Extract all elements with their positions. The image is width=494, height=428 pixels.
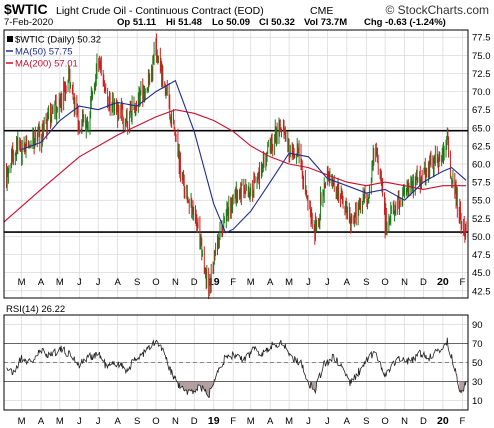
y-tick-label: 52.5 (472, 214, 491, 225)
x-tick-label: F (459, 277, 465, 288)
ma50-line (21, 79, 467, 234)
y-tick-label: 45.0 (472, 268, 491, 279)
rsi-title: RSI(14) 26.22 (6, 304, 65, 315)
x-tick-label: J (77, 277, 82, 288)
x-tick-label: M (247, 416, 255, 427)
date-label: 7-Feb-2020 (4, 17, 53, 28)
ohlc-low: Lo 50.09 (212, 17, 250, 28)
ohlc-change: Chg -0.63 (-1.24%) (364, 17, 446, 28)
x-tick-label: J (96, 277, 101, 288)
x-tick-label: J (325, 277, 330, 288)
x-tick-label: D (420, 277, 427, 288)
y-tick-label: 70 (472, 339, 483, 350)
y-tick-label: 42.5 (472, 286, 491, 297)
legend-price: $WTIC (Daily) 50.32 (15, 35, 101, 46)
y-tick-label: 30 (472, 377, 483, 388)
x-tick-label: A (38, 277, 45, 288)
x-tick-label: A (344, 277, 351, 288)
x-tick-label: 20 (437, 415, 449, 427)
legend-ma50: MA(50) 57.75 (15, 47, 73, 58)
legend-marker (7, 36, 13, 42)
x-tick-label: M (18, 416, 26, 427)
brand-logo: © StockCharts.com (385, 3, 489, 17)
y-tick-label: 75.0 (472, 51, 491, 62)
y-tick-label: 50 (472, 358, 483, 369)
x-tick-label: N (401, 277, 408, 288)
x-tick-label: J (77, 416, 82, 427)
price-frame (3, 29, 469, 299)
y-tick-label: 62.5 (472, 141, 491, 152)
x-tick-label: F (230, 277, 236, 288)
x-tick-label: O (152, 416, 159, 427)
x-tick-label: A (38, 416, 45, 427)
x-tick-label: 19 (208, 415, 220, 427)
ohlc-close: Cl 50.32 (259, 17, 295, 28)
x-tick-label: D (191, 416, 198, 427)
x-tick-label: S (134, 277, 140, 288)
x-tick-label: J (306, 416, 311, 427)
x-tick-label: A (267, 277, 274, 288)
ohlc-high: Hi 51.48 (166, 17, 202, 28)
x-tick-label: S (363, 277, 369, 288)
x-tick-label: N (172, 277, 179, 288)
y-tick-label: 55.0 (472, 196, 491, 207)
x-tick-label: N (401, 416, 408, 427)
x-tick-label: S (134, 416, 140, 427)
x-tick-label: A (344, 416, 351, 427)
x-tick-label: M (285, 416, 293, 427)
y-tick-label: 50.0 (472, 232, 491, 243)
y-tick-label: 57.5 (472, 178, 491, 189)
y-tick-label: 70.0 (472, 87, 491, 98)
x-tick-label: M (56, 277, 64, 288)
x-tick-label: O (381, 277, 388, 288)
x-tick-label: J (96, 416, 101, 427)
legend-ma200: MA(200) 57.01 (15, 59, 78, 70)
x-tick-label: 19 (208, 276, 220, 288)
x-tick-label: J (306, 277, 311, 288)
y-tick-label: 90 (472, 320, 483, 331)
x-tick-label: A (114, 416, 121, 427)
x-tick-label: M (285, 277, 293, 288)
rsi-frame (3, 314, 469, 411)
x-tick-label: J (325, 416, 330, 427)
rsi-line (6, 337, 467, 398)
y-tick-label: 65.0 (472, 123, 491, 134)
ohlc-volume: Vol 73.7M (304, 17, 347, 28)
ma200-line (3, 109, 467, 223)
chart-name: Light Crude Oil - Continuous Contract (E… (56, 5, 264, 17)
x-tick-label: O (152, 277, 159, 288)
y-tick-label: 60.0 (472, 160, 491, 171)
y-tick-label: 72.5 (472, 69, 491, 80)
x-tick-label: D (420, 416, 427, 427)
chart-symbol: $WTIC (4, 1, 48, 17)
ohlc-open: Op 51.11 (117, 17, 157, 28)
y-tick-label: 47.5 (472, 250, 491, 261)
y-tick-label: 77.5 (472, 33, 491, 44)
x-tick-label: N (172, 416, 179, 427)
chart-exchange: CME (310, 5, 333, 17)
x-tick-label: 20 (437, 276, 449, 288)
panels: 42.5 45.0 47.5 50.0 52.5 55.0 57.5 60.0 62.5 65.0… (3, 29, 491, 427)
price-panel: 42.5 45.0 47.5 50.0 52.5 55.0 57.5 60.0 62.5 65.0… (3, 29, 491, 300)
x-tick-label: M (56, 416, 64, 427)
x-tick-label: M (18, 277, 26, 288)
x-tick-label: A (267, 416, 274, 427)
x-tick-label: A (114, 277, 121, 288)
x-tick-label: M (247, 277, 255, 288)
y-tick-label: 67.5 (472, 105, 491, 116)
x-tick-label: F (230, 416, 236, 427)
y-tick-label: 10 (472, 396, 483, 407)
x-tick-label: F (459, 416, 465, 427)
x-tick-label: D (191, 277, 198, 288)
x-tick-label: O (381, 416, 388, 427)
x-tick-label: S (363, 416, 369, 427)
